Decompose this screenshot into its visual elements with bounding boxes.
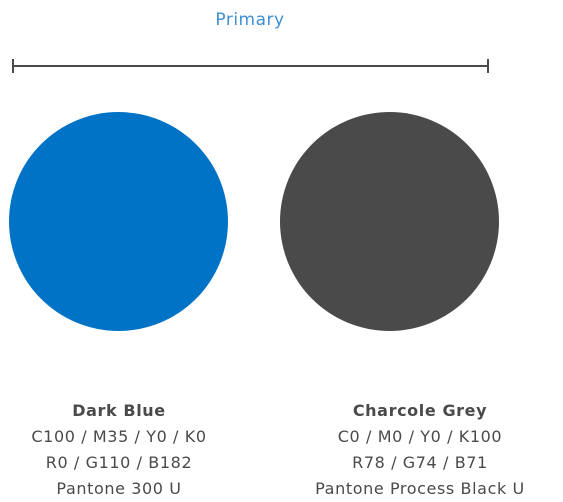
swatch-pantone: Pantone Process Black U	[315, 479, 525, 498]
charcoal-grey-caption: Charcole Grey C0 / M0 / Y0 / K100 R78 / …	[280, 398, 560, 502]
charcoal-grey-swatch	[280, 112, 499, 331]
swatch-cmyk: C100 / M35 / Y0 / K0	[31, 427, 207, 446]
swatch-rgb: R78 / G74 / B71	[352, 453, 488, 472]
swatch-cmyk: C0 / M0 / Y0 / K100	[337, 427, 503, 446]
dark-blue-swatch	[9, 112, 228, 331]
bracket-line	[12, 65, 489, 67]
swatch-name: Charcole Grey	[352, 401, 488, 420]
bracket-right-tick	[487, 59, 489, 73]
section-heading: Primary	[215, 10, 285, 30]
swatch-name: Dark Blue	[72, 401, 166, 420]
dark-blue-caption: Dark Blue C100 / M35 / Y0 / K0 R0 / G110…	[0, 398, 259, 502]
span-bracket	[12, 59, 489, 73]
swatch-rgb: R0 / G110 / B182	[45, 453, 193, 472]
swatch-pantone: Pantone 300 U	[56, 479, 182, 498]
